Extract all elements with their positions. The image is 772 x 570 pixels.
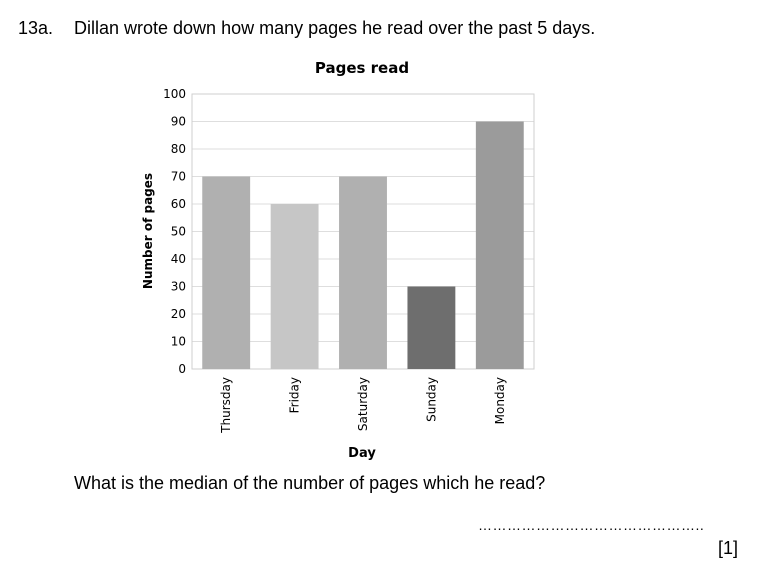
x-tick-label: Monday <box>493 377 507 424</box>
y-axis-label: Number of pages <box>141 173 155 289</box>
x-axis-label: Day <box>348 446 376 461</box>
bar-sunday <box>407 286 456 369</box>
bars <box>202 121 524 369</box>
x-tick-label: Friday <box>288 377 302 413</box>
y-tick-label: 70 <box>171 170 186 184</box>
y-tick-label: 40 <box>171 252 186 266</box>
question-text: Dillan wrote down how many pages he read… <box>74 18 596 38</box>
bar-chart: Pages read 0 10 20 30 40 50 60 70 80 90 100 Thursd… <box>130 50 550 475</box>
answer-line: ……………………………………….. <box>478 517 705 533</box>
y-tick-label: 0 <box>178 362 186 376</box>
bar-friday <box>270 204 319 369</box>
y-tick-label: 60 <box>171 197 186 211</box>
bar-saturday <box>339 176 387 369</box>
question-number: 13a. <box>18 18 54 38</box>
chart-title: Pages read <box>315 59 409 77</box>
marks-label: [1] <box>718 538 739 558</box>
y-tick-label: 100 <box>163 87 186 101</box>
y-tick-label: 90 <box>171 115 186 129</box>
y-tick-labels: 0 10 20 30 40 50 60 70 80 90 100 <box>163 87 186 376</box>
x-tick-label: Thursday <box>219 377 233 434</box>
y-tick-label: 50 <box>171 225 186 239</box>
y-tick-label: 10 <box>171 335 186 349</box>
bar-monday <box>475 121 524 369</box>
x-tick-label: Sunday <box>424 377 438 422</box>
question-prompt: What is the median of the number of page… <box>74 473 546 493</box>
y-tick-label: 20 <box>171 307 186 321</box>
bar-thursday <box>202 176 251 369</box>
y-tick-label: 80 <box>171 142 186 156</box>
y-tick-label: 30 <box>171 280 186 294</box>
x-tick-label: Saturday <box>356 377 370 431</box>
chart-svg: Pages read 0 10 20 30 40 50 60 70 80 90 100 Thursd… <box>141 59 535 461</box>
x-tick-labels: Thursday Friday Saturday Sunday Monday <box>219 377 507 434</box>
